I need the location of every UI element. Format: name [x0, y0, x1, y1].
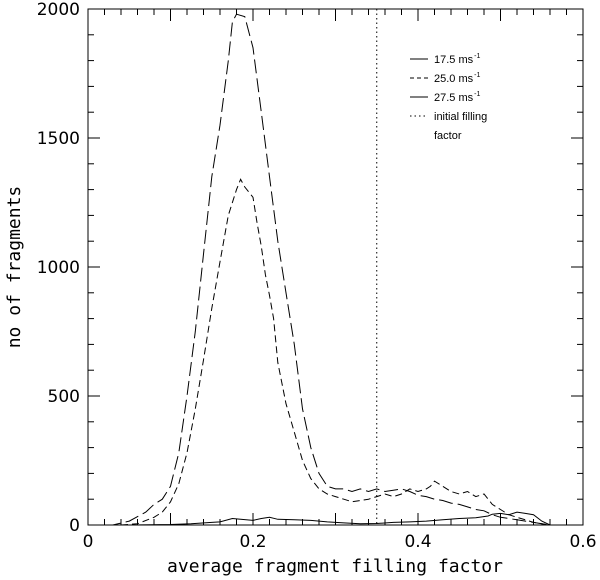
- legend-label-superscript: -1: [474, 91, 480, 98]
- legend-label: factor: [434, 130, 462, 142]
- series-line-long-dashed: [88, 13, 583, 526]
- plot-frame: [87, 8, 584, 526]
- legend-label: 17.5 ms: [434, 54, 474, 66]
- y-tick-label: 2000: [37, 0, 80, 20]
- x-tick-label: 0: [83, 532, 94, 552]
- legend-label: 25.0 ms: [434, 73, 474, 85]
- series-layer: [88, 13, 583, 526]
- legend-label: initial filling: [434, 111, 487, 123]
- y-tick-label: 500: [48, 387, 80, 407]
- x-axis-ticks: 0 0.2 0.4 0.6: [83, 9, 597, 552]
- x-axis-title: average fragment filling factor: [167, 556, 503, 577]
- series-line-solid: [88, 511, 583, 526]
- y-tick-label: 0: [69, 516, 80, 536]
- y-axis-title: no of fragments: [4, 186, 25, 349]
- legend-label: 27.5 ms: [434, 92, 474, 104]
- x-tick-label: 0.2: [239, 532, 266, 552]
- x-tick-label: 0.6: [569, 532, 596, 552]
- y-axis-ticks: 0 500 1000 1500 2000: [37, 0, 583, 536]
- y-tick-label: 1500: [37, 129, 80, 149]
- legend-label-superscript: -1: [474, 72, 480, 79]
- y-tick-label: 1000: [37, 258, 80, 278]
- x-tick-label: 0.4: [404, 532, 431, 552]
- legend-label-superscript: -1: [474, 53, 480, 60]
- series-line-dashed: [88, 178, 583, 526]
